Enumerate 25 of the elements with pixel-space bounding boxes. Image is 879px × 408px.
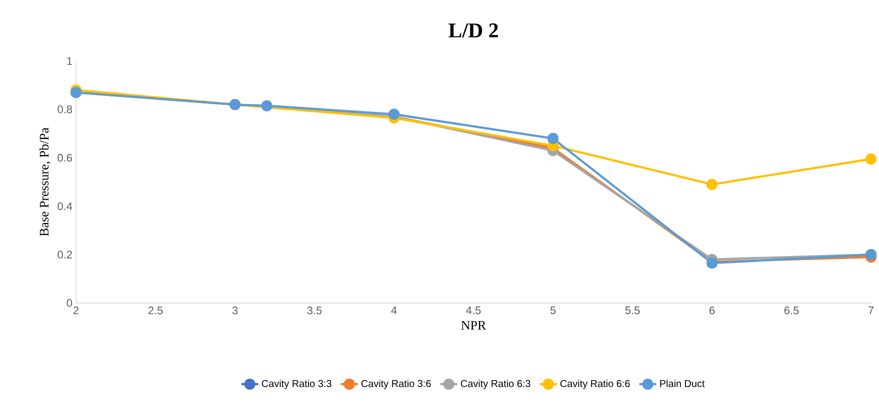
- legend-label: Cavity Ratio 3:6: [361, 380, 431, 390]
- y-tick-label: 0.4: [58, 202, 72, 210]
- chart-title: L/D 2: [448, 23, 498, 38]
- y-tick-label: 1: [67, 57, 72, 65]
- legend-label: Cavity Ratio 3:3: [262, 380, 332, 390]
- x-tick-label: 6.5: [784, 306, 799, 314]
- y-axis-title: Base Pressure, Pb/Pa: [39, 128, 50, 236]
- x-tick-label: 3: [232, 306, 238, 314]
- x-tick-label: 5.5: [625, 306, 640, 314]
- y-tick-label: 0.2: [58, 250, 72, 258]
- x-tick-label: 5: [550, 306, 556, 314]
- x-tick-label: 2: [74, 306, 79, 314]
- x-tick-label: 4.5: [466, 306, 481, 314]
- legend-label: Plain Duct: [660, 380, 705, 388]
- x-tick-label: 7: [868, 306, 874, 314]
- y-tick-label: 0.8: [58, 106, 72, 114]
- y-tick-label: 0.6: [58, 154, 72, 162]
- x-tick-label: 3.5: [307, 306, 322, 314]
- legend-label: Cavity Ratio 6:3: [460, 380, 530, 390]
- x-tick-label: 4: [391, 306, 397, 314]
- x-axis-title: NPR: [461, 321, 486, 330]
- legend-label: Cavity Ratio 6:6: [560, 380, 630, 390]
- x-tick-label: 6: [710, 306, 715, 314]
- x-tick-label: 2.5: [148, 306, 163, 314]
- y-tick-label: 0: [66, 299, 72, 307]
